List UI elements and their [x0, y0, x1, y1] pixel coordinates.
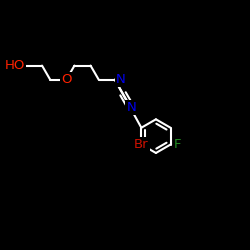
- Text: HO: HO: [4, 59, 25, 72]
- Text: Br: Br: [134, 138, 149, 151]
- Text: N: N: [116, 73, 126, 86]
- Text: N: N: [126, 102, 136, 114]
- Text: F: F: [174, 138, 182, 151]
- Text: O: O: [61, 73, 72, 86]
